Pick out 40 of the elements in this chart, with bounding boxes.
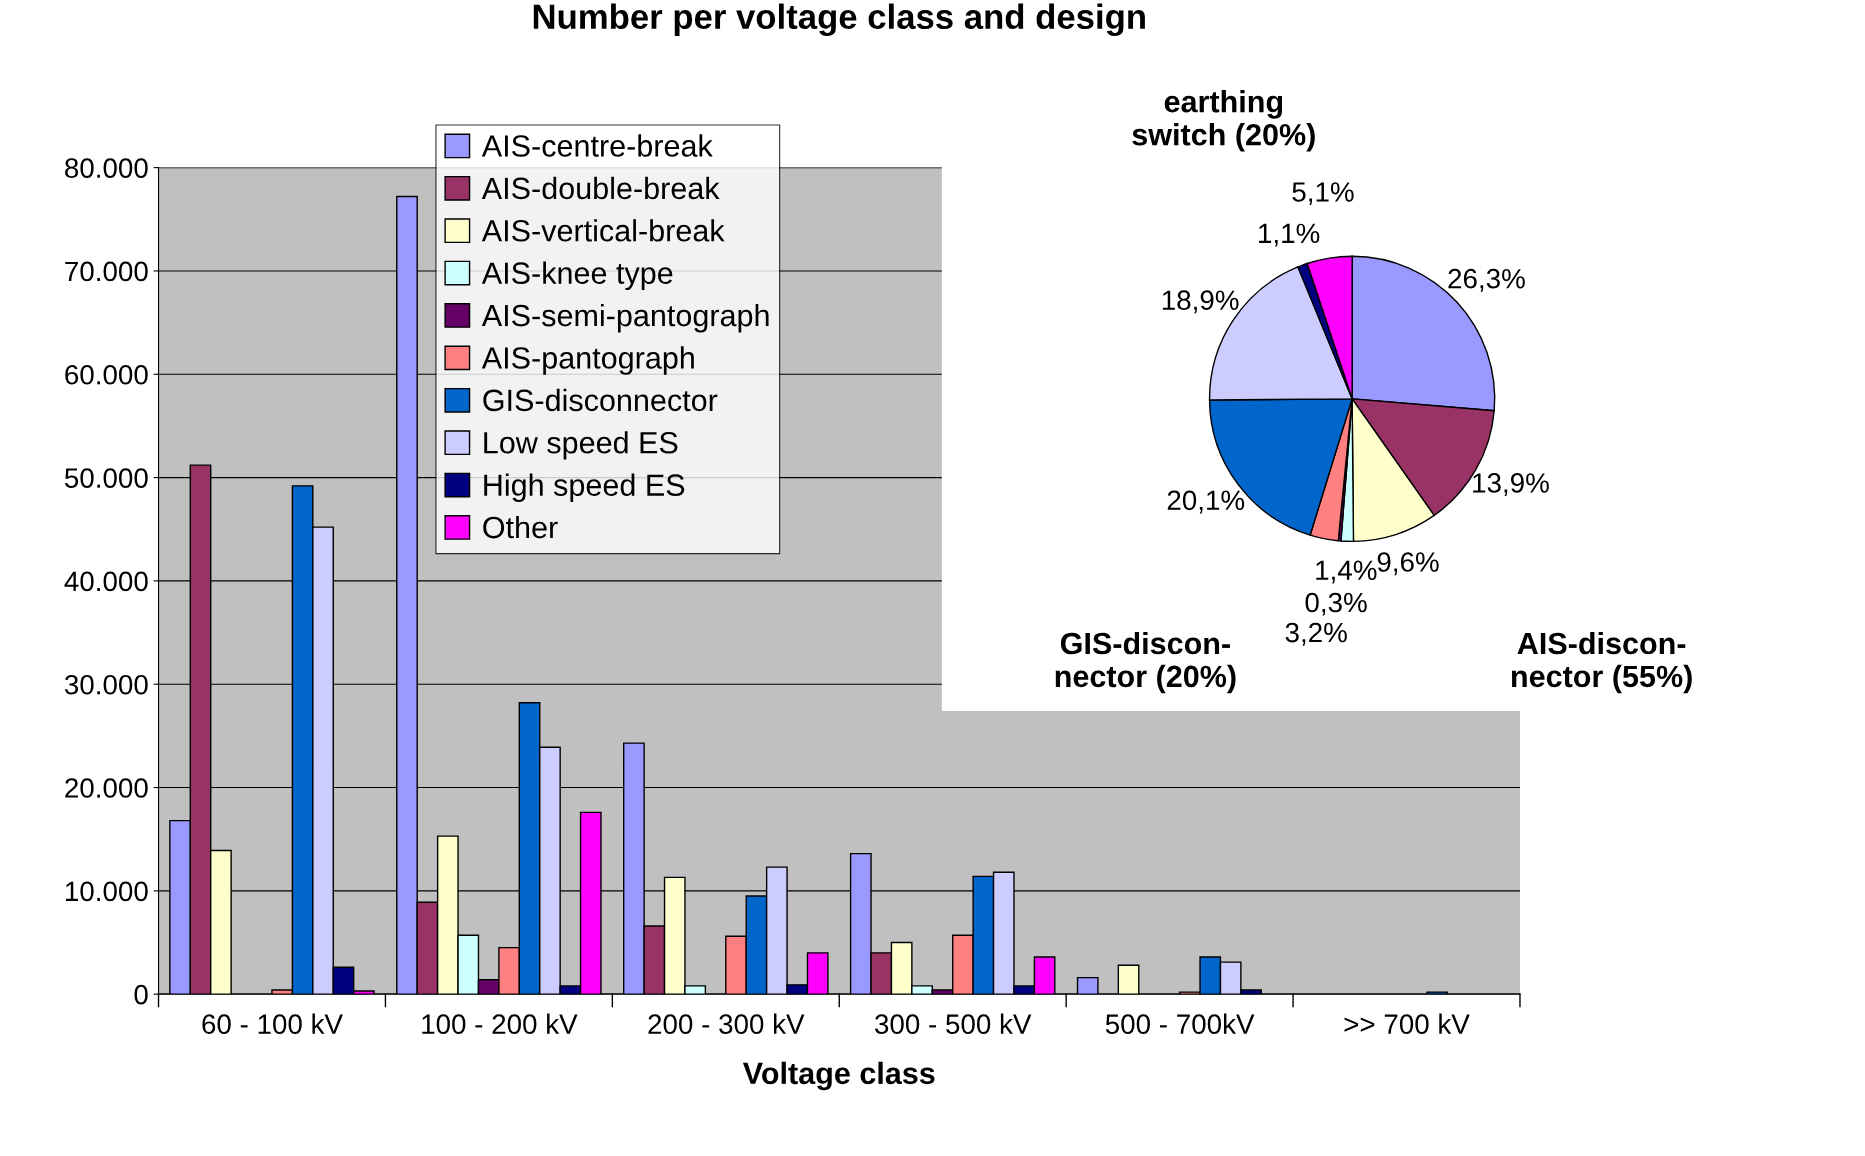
y-tick-label: 20.000 [65,778,148,798]
y-tick-label: 50.000 [64,468,148,488]
legend-label: AIS-centre-break [481,134,713,157]
y-tick-label: 40.000 [64,571,148,592]
chart-title: Number per voltage class and design [533,3,1145,37]
y-tick-label: 80.000 [65,158,148,178]
x-tick-label: >> 700 kV [1344,1013,1470,1035]
data-label: 5,1% [1292,182,1354,206]
annotation: AIS-discon- nector (55%) [1511,631,1692,694]
x-tick-label: 200 - 300 kV [648,1013,805,1035]
data-label: 18,9% [1162,290,1239,314]
y-tick-label: 10.000 [65,881,148,902]
legend-label: High speed ES [484,473,685,503]
legend-label: AIS-double-break [481,176,720,200]
x-tick-label: 500 - 700kV [1105,1013,1255,1035]
legend-label: AIS-knee type [481,261,673,291]
data-label: 20,1% [1167,490,1245,514]
x-tick-label: 100 - 200 kV [422,1013,578,1035]
data-label: 3,2% [1285,622,1347,646]
data-label: 0,3% [1305,592,1367,616]
data-label: 1,1% [1259,223,1320,247]
x-tick-label: 60 - 100 kV [202,1013,343,1035]
legend-label: AIS-vertical-break [481,219,725,242]
legend-label: GIS-disconnector [483,388,718,412]
x-axis-title: Voltage class [742,1061,935,1091]
data-label: 26,3% [1448,268,1525,292]
y-tick-label: 60.000 [65,364,148,385]
data-label: 9,6% [1377,552,1439,576]
x-tick-label: 300 - 500 kV [875,1013,1032,1035]
legend-label: Other [483,515,558,539]
y-tick-label: 0 [134,984,148,1005]
data-label: 13,9% [1473,473,1549,497]
y-tick-label: 70.000 [65,261,148,282]
text: earthing switch (20%) [1132,90,1315,152]
legend-label: AIS-semi-pantograph [481,303,769,333]
legend-label: Low speed ES [484,431,678,460]
legend-label: AIS-pantograph [481,346,694,375]
annotation: GIS-discon- nector (20%) [1055,631,1236,694]
y-tick-label: 30.000 [64,674,148,695]
data-label: 1,4% [1316,560,1377,584]
